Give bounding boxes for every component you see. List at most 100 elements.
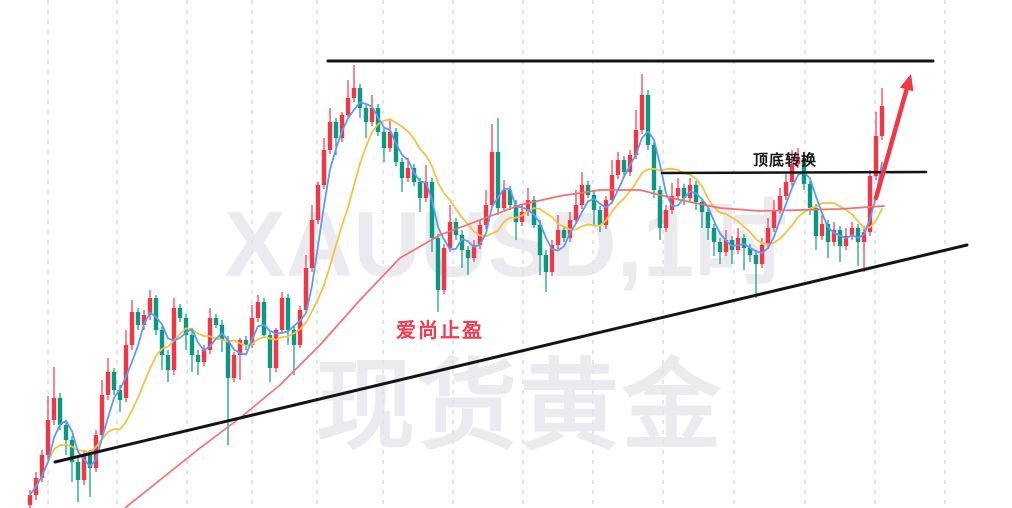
candle-body — [699, 202, 705, 212]
candle-body — [369, 108, 375, 122]
candle-body — [279, 298, 285, 330]
candle-body — [669, 196, 675, 210]
candle-body — [105, 372, 111, 395]
candle-body — [537, 225, 543, 255]
candle-body — [141, 315, 147, 325]
candle-body — [597, 210, 603, 225]
candle-body — [231, 355, 237, 378]
candle-body — [75, 462, 81, 480]
ma-slow-line — [124, 189, 885, 508]
candle-body — [213, 318, 219, 325]
candle-body — [339, 115, 345, 138]
candle-body — [345, 98, 351, 115]
candle-body — [147, 298, 153, 315]
ascending-support-trendline — [53, 243, 969, 464]
candle-body — [615, 160, 621, 175]
candle-body — [711, 228, 717, 242]
breakout-arrow-head — [899, 74, 914, 92]
candle-body — [591, 195, 597, 210]
candle-body — [267, 335, 273, 368]
candle-body — [189, 335, 195, 355]
candle-body — [603, 200, 609, 225]
candle-body — [867, 176, 873, 232]
candle-body — [525, 200, 531, 212]
candle-body — [471, 245, 477, 258]
candle-body — [45, 420, 51, 455]
candle-body — [351, 88, 357, 98]
candle-body — [825, 224, 831, 242]
candle-body — [375, 108, 381, 132]
candle-body — [261, 302, 267, 335]
candle-body — [183, 318, 189, 335]
candle-body — [417, 182, 423, 198]
candle-body — [747, 248, 753, 255]
candle-body — [579, 185, 585, 205]
candle-body — [297, 310, 303, 345]
candle-body — [387, 132, 393, 148]
candle-body — [129, 312, 135, 345]
candle-body — [207, 318, 213, 350]
candle-body — [333, 122, 339, 138]
top-bottom-conversion-label: 顶底转换 — [753, 152, 818, 169]
candle-body — [489, 152, 495, 205]
candle-body — [135, 312, 141, 325]
candle-body — [819, 224, 825, 236]
candle-body — [39, 455, 45, 478]
candle-body — [399, 162, 405, 178]
candle-body — [255, 302, 261, 318]
candle-body — [501, 190, 507, 208]
candle-body — [717, 242, 723, 252]
candle-body — [177, 308, 183, 318]
candle-body — [195, 355, 201, 362]
candle-body — [861, 232, 867, 242]
candle-body — [849, 228, 855, 236]
candle-body — [243, 340, 249, 345]
ma-mid-line — [29, 118, 883, 496]
candle-body — [735, 238, 741, 250]
candle-body — [663, 210, 669, 228]
candle-body — [381, 132, 387, 148]
candle-body — [795, 158, 801, 164]
candle-body — [855, 228, 861, 242]
candle-body — [621, 160, 627, 172]
candle-body — [249, 318, 255, 345]
candle-body — [513, 205, 519, 222]
candle-body — [639, 95, 645, 130]
breakout-arrow-shaft — [873, 77, 912, 201]
candle-body — [423, 182, 429, 198]
neckline-line — [660, 170, 928, 175]
candle-body — [807, 184, 813, 208]
candle-body — [741, 238, 747, 248]
candle-body — [633, 130, 639, 155]
candle-body — [771, 210, 777, 228]
candle-body — [201, 350, 207, 362]
candle-body — [483, 205, 489, 225]
candle-body — [303, 268, 309, 310]
candle-body — [531, 200, 537, 225]
candle-body — [879, 106, 885, 136]
candle-body — [63, 425, 69, 440]
candle-body — [69, 440, 75, 462]
candle-body — [519, 212, 525, 222]
candle-body — [393, 132, 399, 162]
candle-body — [555, 230, 561, 245]
candle-body — [549, 245, 555, 272]
candle-body — [753, 255, 759, 264]
candle-body — [273, 330, 279, 368]
candle-body — [237, 340, 243, 355]
candle-body — [429, 182, 435, 238]
candle-body — [561, 230, 567, 238]
candle-body — [117, 390, 123, 400]
candle-body — [363, 108, 369, 122]
candle-body — [723, 240, 729, 252]
candle-body — [765, 228, 771, 245]
candle-body — [843, 236, 849, 246]
candle-body — [309, 220, 315, 268]
candle-body — [465, 250, 471, 258]
candle-body — [783, 182, 789, 196]
candle-body — [495, 152, 501, 208]
candle-body — [435, 238, 441, 290]
candle-body — [651, 145, 657, 190]
